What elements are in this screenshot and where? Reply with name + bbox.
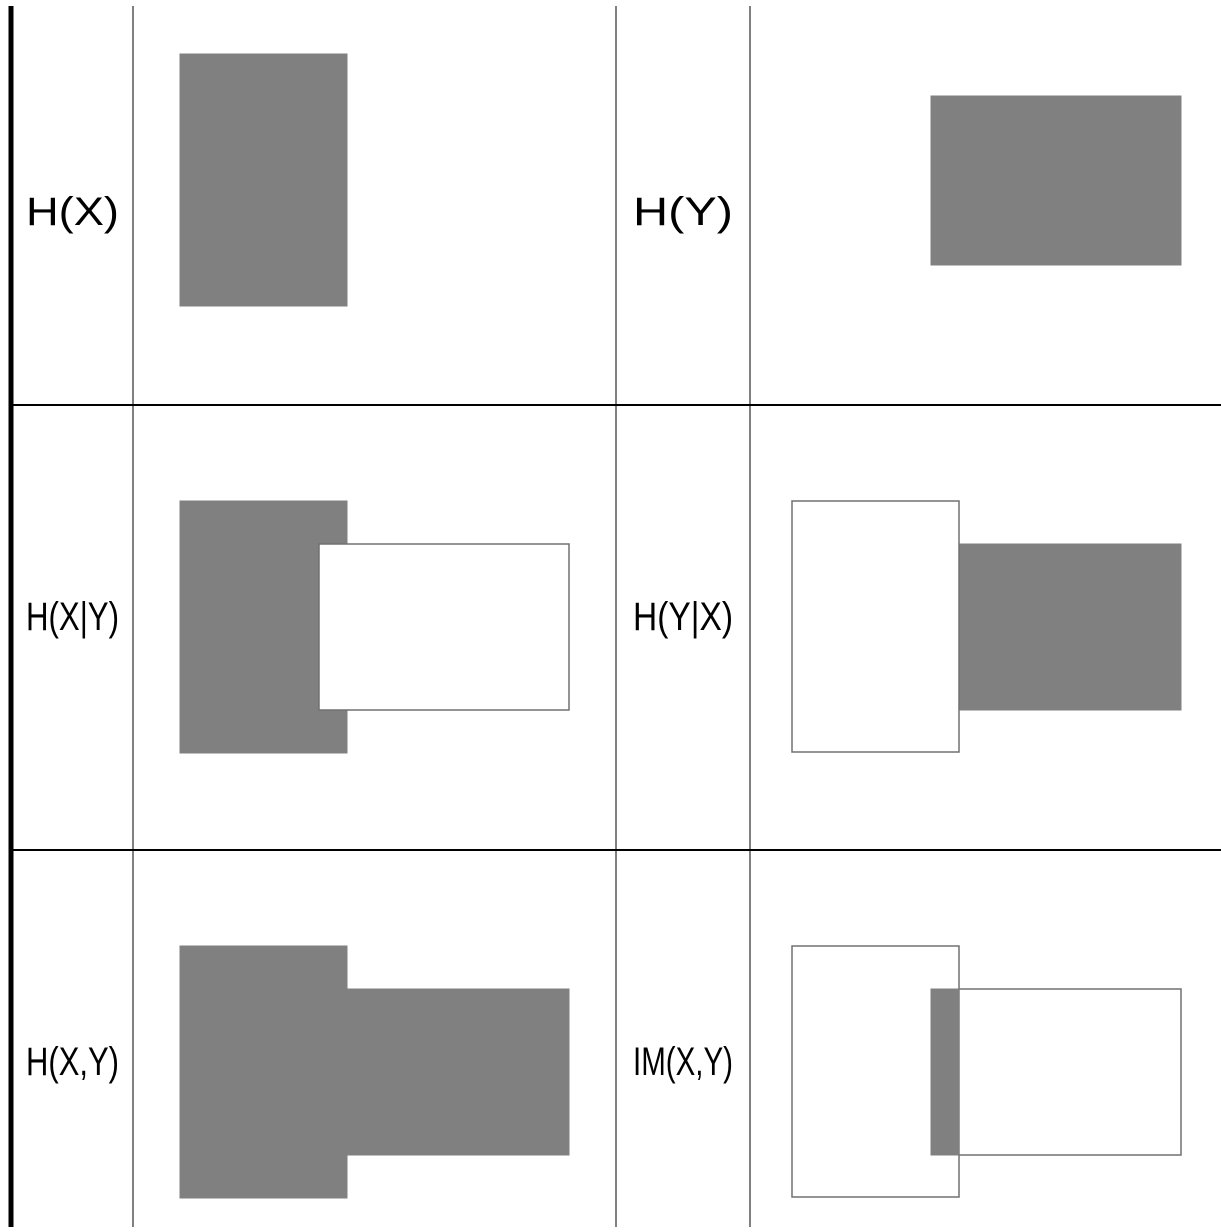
x-region [179,53,348,307]
y-region [930,988,1182,1156]
cell-label: H(X|Y) [26,595,119,639]
cell-mutual-information: IM(X,Y) [633,945,1182,1198]
cell-conditional-x-y: H(X|Y) [26,500,570,754]
overlap-region [930,988,960,1156]
cell-label: H(X,Y) [26,1040,119,1084]
diagram-cells: H(X) H(Y) H(X|Y) H(Y|X) H(X,Y) IM(X,Y) [26,53,1182,1199]
cell-label: IM(X,Y) [633,1040,733,1084]
y-region [318,988,570,1156]
cell-label: H(Y) [633,190,733,234]
cell-entropy-x: H(X) [26,53,348,307]
cell-entropy-y: H(Y) [633,95,1182,266]
grid-lines [8,6,1221,1227]
y-region [318,543,570,711]
y-region [930,95,1182,266]
cell-conditional-y-x: H(Y|X) [633,500,1182,753]
cell-label: H(Y|X) [633,595,733,639]
cell-label: H(X) [26,190,119,234]
y-region [930,543,1182,711]
cell-joint-entropy: H(X,Y) [26,945,570,1199]
x-region [791,500,960,753]
